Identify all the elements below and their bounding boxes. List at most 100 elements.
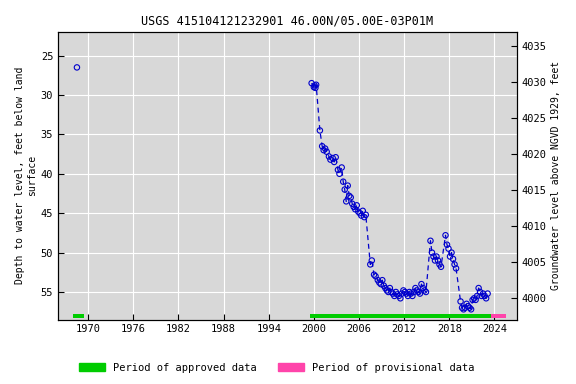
Point	[329, 159, 339, 165]
Point	[418, 285, 427, 291]
Point	[381, 285, 390, 291]
Point	[400, 289, 410, 295]
Point	[433, 257, 442, 263]
Point	[415, 291, 425, 297]
Point	[355, 210, 365, 216]
Point	[312, 82, 321, 88]
Point	[410, 289, 419, 295]
Point	[465, 305, 474, 311]
Point	[450, 262, 459, 268]
Point	[371, 273, 380, 279]
Point	[479, 291, 488, 297]
Point	[309, 84, 319, 90]
Title: USGS 415104121232901 46.00N/05.00E-03P01M: USGS 415104121232901 46.00N/05.00E-03P01…	[142, 15, 434, 28]
Point	[480, 293, 489, 299]
Point	[73, 65, 82, 71]
Point	[331, 154, 340, 160]
Point	[366, 262, 375, 268]
Point	[452, 265, 461, 271]
Point	[391, 289, 400, 295]
Point	[457, 305, 467, 311]
Point	[459, 306, 468, 313]
Point	[399, 287, 408, 293]
Point	[369, 271, 378, 278]
Point	[344, 193, 354, 199]
Point	[417, 281, 426, 287]
Bar	[491, 314, 506, 318]
Point	[426, 238, 435, 244]
Point	[469, 295, 479, 301]
Point	[427, 250, 437, 256]
Point	[328, 155, 338, 161]
Point	[471, 297, 480, 303]
Point	[385, 285, 395, 291]
Point	[315, 127, 324, 134]
Point	[435, 262, 444, 268]
Point	[342, 198, 351, 204]
Point	[357, 212, 366, 218]
Point	[460, 305, 469, 311]
Point	[337, 164, 346, 170]
Point	[307, 80, 316, 86]
Point	[375, 280, 384, 286]
Point	[412, 287, 422, 293]
Point	[376, 281, 385, 287]
Point	[351, 206, 360, 212]
Point	[354, 209, 363, 215]
Point	[393, 291, 402, 298]
Point	[406, 291, 415, 297]
Point	[386, 289, 396, 295]
Y-axis label: Groundwater level above NGVD 1929, feet: Groundwater level above NGVD 1929, feet	[551, 61, 561, 290]
Point	[477, 293, 486, 299]
Point	[361, 212, 370, 218]
Point	[319, 147, 328, 153]
Point	[343, 182, 353, 189]
Point	[388, 291, 397, 297]
Point	[468, 297, 477, 303]
Point	[467, 306, 476, 313]
Point	[472, 293, 482, 299]
Point	[359, 214, 369, 220]
Point	[384, 289, 393, 295]
Point	[373, 277, 382, 283]
Point	[405, 289, 414, 295]
Point	[429, 253, 438, 260]
Point	[310, 83, 319, 89]
Point	[432, 253, 441, 260]
Point	[449, 256, 458, 262]
Point	[402, 291, 411, 297]
Point	[444, 246, 453, 252]
Point	[348, 201, 357, 207]
Point	[396, 295, 405, 301]
Point	[394, 293, 403, 299]
Point	[340, 187, 349, 193]
Point	[420, 287, 429, 293]
Point	[430, 257, 439, 263]
Point	[464, 303, 473, 309]
Y-axis label: Depth to water level, feet below land
surface: Depth to water level, feet below land su…	[15, 67, 37, 285]
Point	[445, 253, 454, 260]
Point	[397, 291, 407, 297]
Point	[379, 283, 388, 289]
Point	[462, 301, 471, 307]
Point	[414, 289, 423, 295]
Point	[403, 293, 412, 299]
Point	[335, 171, 344, 177]
Point	[322, 149, 331, 155]
Bar	[73, 314, 85, 318]
Point	[382, 287, 392, 293]
Point	[326, 157, 335, 163]
Point	[321, 146, 330, 152]
Point	[311, 85, 320, 91]
Point	[339, 179, 348, 185]
Point	[317, 143, 327, 149]
Point	[367, 257, 376, 263]
Point	[349, 204, 358, 210]
Point	[422, 289, 431, 295]
Point	[442, 242, 452, 248]
Point	[378, 277, 387, 283]
Point	[324, 153, 334, 159]
Point	[352, 202, 361, 209]
Point	[358, 208, 367, 214]
Point	[483, 291, 492, 297]
